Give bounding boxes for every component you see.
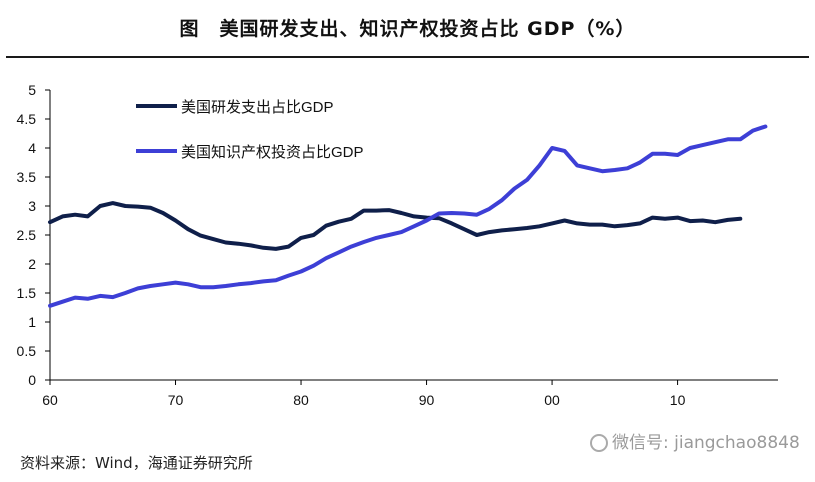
wechat-icon	[590, 434, 608, 452]
x-tick-label: 70	[168, 392, 184, 408]
y-tick-label: 2	[28, 256, 36, 272]
y-tick-label: 3	[28, 198, 36, 214]
x-tick-label: 10	[670, 392, 686, 408]
y-tick-label: 3.5	[17, 169, 37, 185]
series-line-1	[48, 201, 743, 251]
legend-label-1: 美国研发支出占比GDP	[181, 99, 334, 116]
x-tick-label: 00	[544, 392, 560, 408]
watermark-text: 微信号: jiangchao8848	[612, 433, 800, 453]
title-divider	[6, 56, 809, 58]
y-tick-label: 2.5	[17, 227, 37, 243]
y-tick-label: 0	[28, 372, 36, 388]
y-tick-label: 4	[28, 140, 36, 156]
source-note: 资料来源：Wind，海通证券研究所	[20, 454, 253, 472]
x-tick-label: 60	[42, 392, 58, 408]
x-tick-label: 80	[293, 392, 309, 408]
chart-title: 图 美国研发支出、知识产权投资占比 GDP（%）	[179, 18, 636, 40]
title-bar: 图 美国研发支出、知识产权投资占比 GDP（%）	[0, 0, 815, 58]
y-tick-label: 1.5	[17, 285, 37, 301]
y-tick-label: 0.5	[17, 343, 37, 359]
y-tick-label: 5	[28, 82, 36, 98]
legend-label-2: 美国知识产权投资占比GDP	[181, 144, 364, 161]
watermark: 微信号: jiangchao8848	[590, 428, 800, 453]
y-tick-label: 1	[28, 314, 36, 330]
x-tick-label: 90	[419, 392, 435, 408]
line-chart: 0 0.5 1 1.5 2 2.5 3 3.5 4 4.5 5 60 70 80 90 00 10 美国研发支出占…	[17, 82, 778, 408]
series-line-2	[48, 124, 768, 308]
y-tick-label: 4.5	[17, 111, 37, 127]
